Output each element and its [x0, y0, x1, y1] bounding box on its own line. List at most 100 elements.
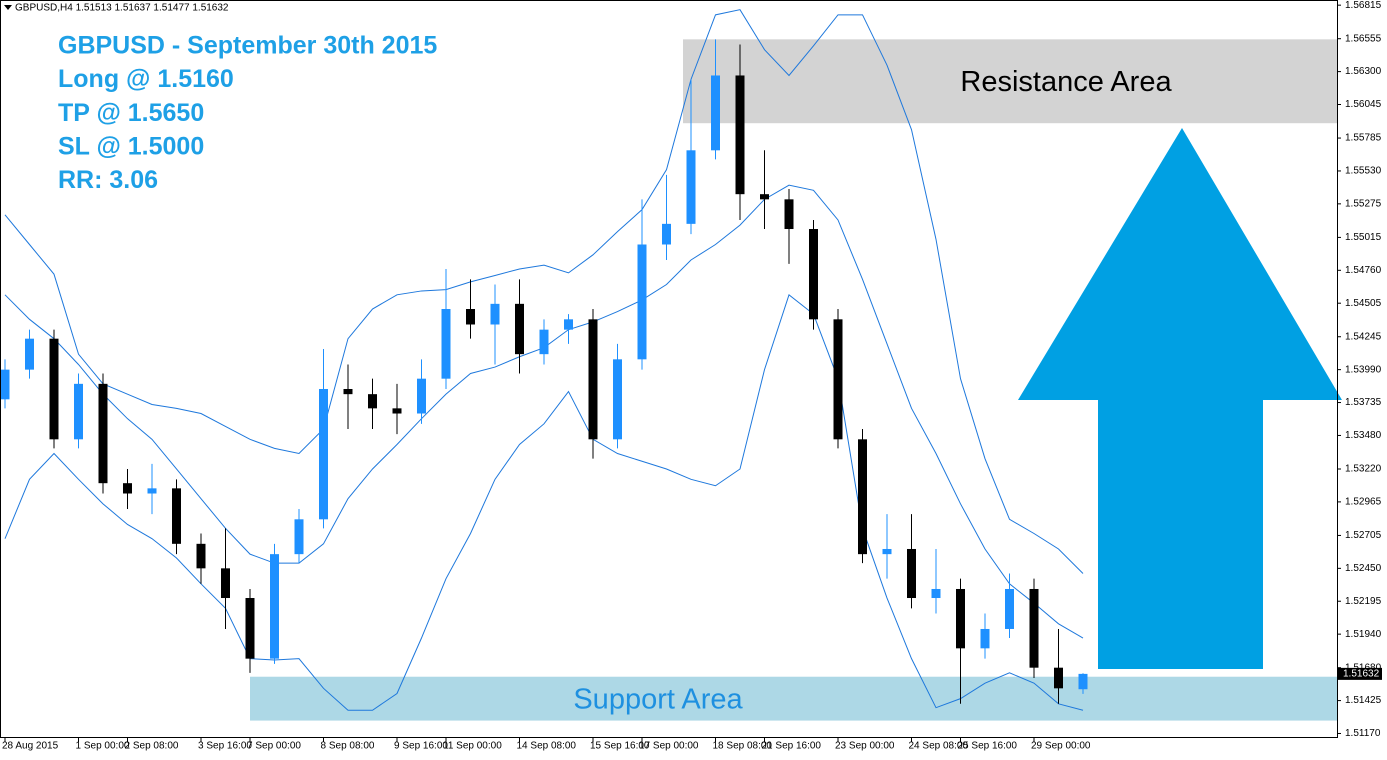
y-tick-label: 1.56815 — [1345, 0, 1382, 11]
candle-body — [564, 319, 573, 330]
x-tick-label: 28 Aug 2015 — [2, 741, 59, 752]
y-tick-label: 1.52450 — [1345, 563, 1382, 574]
y-tick-label: 1.53990 — [1345, 364, 1382, 375]
candle-body — [368, 394, 377, 409]
zone — [250, 676, 1337, 721]
last-price-box — [1338, 667, 1382, 680]
candle-body — [196, 543, 206, 569]
plot — [0, 9, 1088, 711]
candle-body — [637, 244, 647, 360]
candle-body — [172, 488, 181, 544]
candle-body — [0, 369, 10, 400]
candle-body — [417, 378, 426, 414]
y-tick-label: 1.51680 — [1345, 662, 1382, 673]
candle-body — [343, 388, 353, 395]
zone-label: Resistance Area — [960, 66, 1172, 98]
candle-body — [662, 223, 671, 245]
candle-body — [956, 588, 965, 649]
annotation: TP @ 1.5650 — [58, 99, 204, 127]
header-icon — [4, 5, 12, 10]
y-tick-label: 1.55275 — [1345, 198, 1382, 209]
last-price-label: 1.51632 — [1343, 669, 1380, 680]
y-tick-label: 1.52705 — [1345, 530, 1382, 541]
x-tick-label: 14 Sep 08:00 — [517, 741, 577, 752]
candle-body — [245, 598, 255, 659]
candle-body — [539, 329, 549, 355]
x-tick-label: 29 Sep 00:00 — [1031, 741, 1091, 752]
annotation: Long @ 1.5160 — [58, 65, 234, 93]
candle-body — [833, 319, 843, 440]
y-tick-label: 1.56045 — [1345, 99, 1382, 110]
candle-body — [466, 309, 475, 325]
candle-body — [270, 554, 279, 659]
candle-body — [74, 383, 83, 440]
candle-body — [319, 388, 328, 520]
up-arrow — [1018, 128, 1342, 669]
candle-body — [711, 75, 720, 151]
x-tick-label: 1 Sep 00:00 — [76, 741, 130, 752]
y-tick-label: 1.54760 — [1345, 265, 1382, 276]
band-line — [4, 293, 1084, 711]
plot-frame — [0, 0, 1338, 738]
candle-body — [735, 75, 745, 195]
candle-body — [441, 309, 451, 379]
candle-body — [98, 383, 108, 484]
x-tick-label: 15 Sep 16:00 — [590, 741, 650, 752]
candle-body — [613, 359, 622, 440]
candle-body — [294, 519, 304, 555]
candle-body — [858, 439, 867, 555]
annotation: GBPUSD - September 30th 2015 — [58, 32, 437, 60]
y-tick-label: 1.52965 — [1345, 497, 1382, 508]
candle-body — [588, 319, 598, 440]
x-tick-label: 23 Sep 00:00 — [835, 741, 895, 752]
candle-body — [147, 488, 157, 494]
candle-body — [1029, 588, 1039, 668]
x-tick-label: 3 Sep 16:00 — [198, 741, 252, 752]
zone-label: Support Area — [573, 683, 743, 715]
y-tick-label: 1.51425 — [1345, 695, 1382, 706]
candle-body — [980, 628, 990, 649]
zone — [683, 39, 1337, 124]
zones: Resistance Area Support Area — [250, 39, 1337, 721]
annotation: RR: 3.06 — [58, 166, 158, 194]
y-tick-label: 1.52195 — [1345, 596, 1382, 607]
candle-body — [907, 548, 916, 599]
candle-body — [882, 548, 892, 555]
candle-body — [1005, 588, 1014, 629]
candle-body — [784, 199, 794, 230]
y-tick-label: 1.53480 — [1345, 430, 1382, 441]
band-line — [4, 9, 1084, 574]
y-tick-label: 1.54245 — [1345, 331, 1382, 342]
x-tick-label: 21 Sep 16:00 — [762, 741, 822, 752]
y-tick-label: 1.56300 — [1345, 66, 1382, 77]
candle-body — [760, 194, 769, 200]
candle-body — [809, 229, 818, 320]
x-tick-label: 7 Sep 00:00 — [247, 741, 301, 752]
y-tick-label: 1.53220 — [1345, 464, 1382, 475]
candle-body — [25, 338, 34, 370]
candle-body — [392, 408, 402, 414]
candle-body — [490, 303, 500, 325]
x-tick-label: 8 Sep 08:00 — [321, 741, 375, 752]
x-tick-label: 24 Sep 08:00 — [909, 741, 969, 752]
x-tick-label: 25 Sep 16:00 — [958, 741, 1018, 752]
x-tick-label: 11 Sep 00:00 — [443, 741, 502, 752]
candle-body — [1054, 667, 1063, 689]
y-tick-label: 1.53735 — [1345, 397, 1382, 408]
header: GBPUSD,H4 1.51513 1.51637 1.51477 1.5163… — [15, 3, 229, 14]
candle-body — [686, 150, 696, 224]
annotation: SL @ 1.5000 — [58, 132, 204, 160]
y-tick-label: 1.55785 — [1345, 133, 1382, 144]
y-tick-label: 1.55530 — [1345, 166, 1382, 177]
x-tick-label: 18 Sep 08:00 — [713, 741, 773, 752]
x-tick-label: 2 Sep 08:00 — [125, 741, 179, 752]
x-tick-label: 9 Sep 16:00 — [394, 741, 448, 752]
y-tick-label: 1.54505 — [1345, 298, 1382, 309]
y-tick-label: 1.51170 — [1345, 728, 1381, 739]
candle-body — [49, 338, 59, 440]
x-tick-label: 17 Sep 00:00 — [639, 741, 699, 752]
y-tick-label: 1.55015 — [1345, 232, 1382, 243]
candle-body — [515, 303, 524, 355]
